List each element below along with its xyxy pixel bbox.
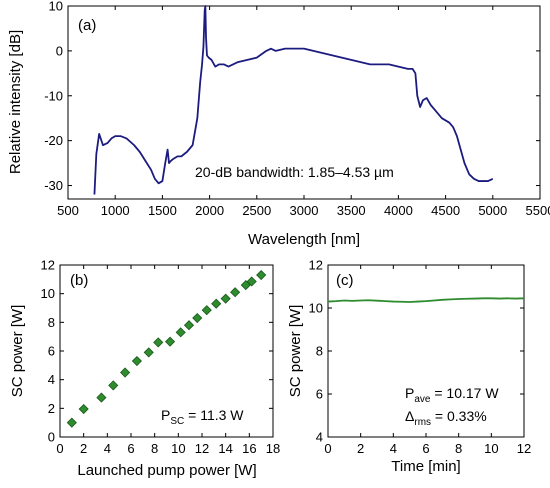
panel-b-tag: (b) <box>70 272 88 289</box>
panel-b-xtick-label: 8 <box>151 441 158 456</box>
panel-a-ytick-label: 0 <box>56 43 63 58</box>
panel-b-ytick-label: 0 <box>48 430 55 445</box>
panel-b-xlabel: Launched pump power [W] <box>77 462 256 479</box>
panel-b-data-point <box>66 417 77 428</box>
panel-b-ylabel: SC power [W] <box>9 305 26 398</box>
panel-a-spectrum-line <box>93 5 494 195</box>
panel-b-xtick-label: 16 <box>242 441 256 456</box>
panel-c-ytick-label: 10 <box>309 301 323 316</box>
panel-c-annotation-rms: Δrms = 0.33% <box>405 408 487 428</box>
panel-b-xtick-label: 12 <box>195 441 209 456</box>
panel-a-ticks: 500 1000 1500 2000 2500 3000 3500 4000 4500 5000 5… <box>44 0 550 218</box>
panel-c-xtick-label: 8 <box>455 441 462 456</box>
panel-c-frame <box>327 264 525 438</box>
panel-a-xtick-label: 2500 <box>242 203 271 218</box>
panel-a-xtick-label: 4500 <box>431 203 460 218</box>
panel-b-data-point <box>256 269 267 281</box>
panel-b: 0 2 4 6 8 10 12 14 16 18 0 2 4 6 8 10 12 (b) PSC = 11.3 … <box>9 258 280 480</box>
panel-a-ytick-label: -30 <box>44 178 63 193</box>
panel-c-annotation-rms-main: Δ <box>405 408 414 424</box>
panel-c-ytick-label: 12 <box>309 258 323 273</box>
panel-c: 0 2 4 6 8 10 12 4 6 8 10 12 (c) Pave = 10.17 W Δrms… <box>287 258 531 476</box>
panel-c-ylabel: SC power [W] <box>287 305 304 398</box>
panel-b-ytick-label: 8 <box>48 315 55 330</box>
panel-c-xtick-label: 6 <box>422 441 429 456</box>
panel-b-data-point <box>78 403 89 415</box>
panel-b-data-point <box>108 380 119 391</box>
panel-c-annotation-pave: Pave = 10.17 W <box>405 385 499 405</box>
panel-b-ticks: 0 2 4 6 8 10 12 14 16 18 0 2 4 6 8 10 12 <box>41 258 281 457</box>
panel-b-xtick-label: 14 <box>218 441 232 456</box>
panel-c-xtick-label: 12 <box>517 441 531 456</box>
panel-b-data-point <box>164 336 176 347</box>
panel-b-data-point <box>96 392 107 403</box>
panel-a-xtick-label: 3000 <box>290 203 319 218</box>
panel-a-xtick-label: 500 <box>57 203 79 218</box>
panel-c-annotation-pave-main: P <box>405 385 414 401</box>
panel-b-data-point <box>183 320 195 331</box>
panel-b-ytick-label: 12 <box>41 258 55 273</box>
panel-b-xtick-label: 10 <box>171 441 185 456</box>
panel-b-data-point <box>175 327 186 338</box>
panel-b-data-point <box>192 312 203 324</box>
panel-b-xtick-label: 18 <box>266 441 280 456</box>
panel-b-ytick-label: 4 <box>48 372 55 387</box>
panel-b-xtick-label: 0 <box>56 441 63 456</box>
panel-b-data-point <box>153 337 164 348</box>
panel-a-xtick-label: 5000 <box>478 203 507 218</box>
panel-c-stability-line <box>327 297 525 303</box>
panel-c-ytick-label: 4 <box>316 430 323 445</box>
panel-b-data-point <box>143 347 154 358</box>
panel-c-xlabel: Time [min] <box>391 458 460 475</box>
panel-a: 500 1000 1500 2000 2500 3000 3500 4000 4500 5000 5… <box>7 0 550 248</box>
panel-b-annotation-tail: = 11.3 W <box>184 407 244 423</box>
panel-b-ytick-label: 10 <box>41 286 55 301</box>
panel-a-xtick-label: 5500 <box>526 203 550 218</box>
panel-b-data-point <box>120 367 131 378</box>
panel-b-data-point <box>230 287 241 298</box>
panel-a-xtick-label: 1500 <box>148 203 177 218</box>
panel-b-annotation-sub: SC <box>170 416 184 427</box>
panel-c-ytick-label: 8 <box>316 344 323 359</box>
panel-c-xtick-label: 4 <box>390 441 397 456</box>
panel-a-xtick-label: 4000 <box>384 203 413 218</box>
panel-a-ytick-label: -10 <box>44 88 63 103</box>
panel-c-xtick-label: 2 <box>357 441 364 456</box>
panel-c-annotation-pave-sub: ave <box>414 394 431 405</box>
panel-b-annotation: PSC = 11.3 W <box>161 407 244 427</box>
panel-c-ticks: 0 2 4 6 8 10 12 4 6 8 10 12 <box>309 258 532 457</box>
panel-b-data-point <box>201 305 212 316</box>
panel-c-ytick-label: 6 <box>316 387 323 402</box>
panel-a-xtick-label: 1000 <box>101 203 130 218</box>
panel-b-ytick-label: 6 <box>48 344 55 359</box>
panel-a-annotation: 20-dB bandwidth: 1.85–4.53 µm <box>195 164 394 180</box>
panel-c-xtick-label: 0 <box>324 441 331 456</box>
panel-a-tag: (a) <box>78 17 96 34</box>
panel-c-annotation-pave-tail: = 10.17 W <box>430 385 499 401</box>
panel-a-ylabel: Relative intensity [dB] <box>7 30 24 174</box>
panel-b-data-point <box>220 293 231 304</box>
panel-b-data-point <box>211 298 222 309</box>
panel-a-xtick-label: 3500 <box>337 203 366 218</box>
panel-b-ytick-label: 2 <box>48 401 55 416</box>
panel-c-tag: (c) <box>336 272 354 289</box>
panel-b-xtick-label: 2 <box>80 441 87 456</box>
panel-c-annotation-rms-sub: rms <box>414 417 431 428</box>
panel-b-data-point <box>131 355 142 367</box>
panel-b-xtick-label: 6 <box>127 441 134 456</box>
panel-b-xtick-label: 4 <box>104 441 111 456</box>
panel-c-annotation-rms-tail: = 0.33% <box>431 408 487 424</box>
panel-a-ytick-label: -20 <box>44 133 63 148</box>
panel-b-annotation-main: P <box>161 407 170 423</box>
panel-a-ytick-label: 10 <box>49 0 63 14</box>
panel-a-xtick-label: 2000 <box>195 203 224 218</box>
panel-b-points <box>66 269 267 428</box>
panel-a-xlabel: Wavelength [nm] <box>248 231 360 248</box>
panel-b-data-point <box>246 276 257 287</box>
panel-c-xtick-label: 10 <box>484 441 498 456</box>
